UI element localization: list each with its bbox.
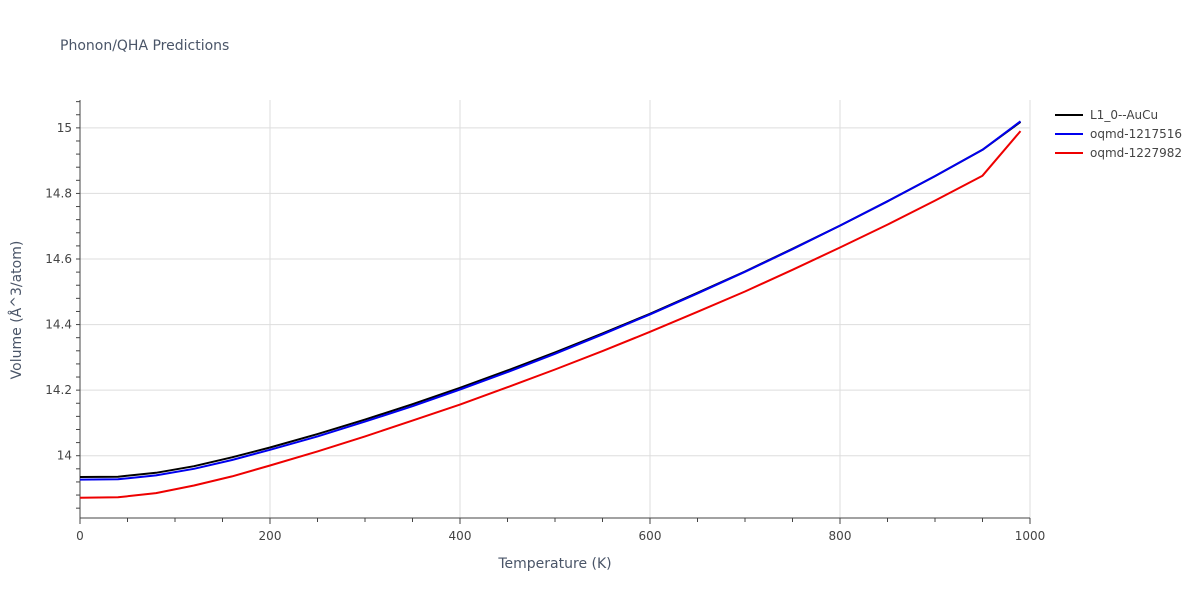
x-tick-label: 400	[449, 529, 472, 543]
x-tick-label: 1000	[1015, 529, 1046, 543]
y-tick-label: 14	[57, 449, 72, 463]
axes: 0 200 400 600 800 1000 14 14.2 14.4 14.6 14.8 15	[45, 100, 1045, 543]
y-tick-label: 14.4	[45, 318, 72, 332]
x-tick-label: 200	[259, 529, 282, 543]
x-tick-label: 600	[639, 529, 662, 543]
series-line-oqmd-1227982	[79, 130, 1022, 499]
legend-label: oqmd-1227982	[1090, 146, 1182, 160]
y-tick-label: 14.8	[45, 186, 72, 200]
legend: L1_0--AuCu oqmd-1217516 oqmd-1227982	[1055, 108, 1182, 160]
series-line-oqmd-1217516	[79, 120, 1022, 481]
series-line-L1_0--AuCu	[79, 121, 1022, 478]
series-group	[79, 120, 1022, 499]
legend-item[interactable]: oqmd-1217516	[1055, 127, 1182, 141]
legend-item[interactable]: L1_0--AuCu	[1055, 108, 1158, 122]
x-tick-label: 800	[829, 529, 852, 543]
y-tick-label: 15	[57, 121, 72, 135]
y-axis-title: Volume (Å^3/atom)	[8, 241, 25, 380]
legend-item[interactable]: oqmd-1227982	[1055, 146, 1182, 160]
chart-title: Phonon/QHA Predictions	[60, 38, 229, 54]
x-tick-label: 0	[76, 529, 84, 543]
y-tick-label: 14.6	[45, 252, 72, 266]
legend-label: oqmd-1217516	[1090, 127, 1182, 141]
grid	[80, 100, 1031, 518]
y-tick-label: 14.2	[45, 383, 72, 397]
legend-label: L1_0--AuCu	[1090, 108, 1158, 122]
x-axis-title: Temperature (K)	[497, 556, 611, 572]
